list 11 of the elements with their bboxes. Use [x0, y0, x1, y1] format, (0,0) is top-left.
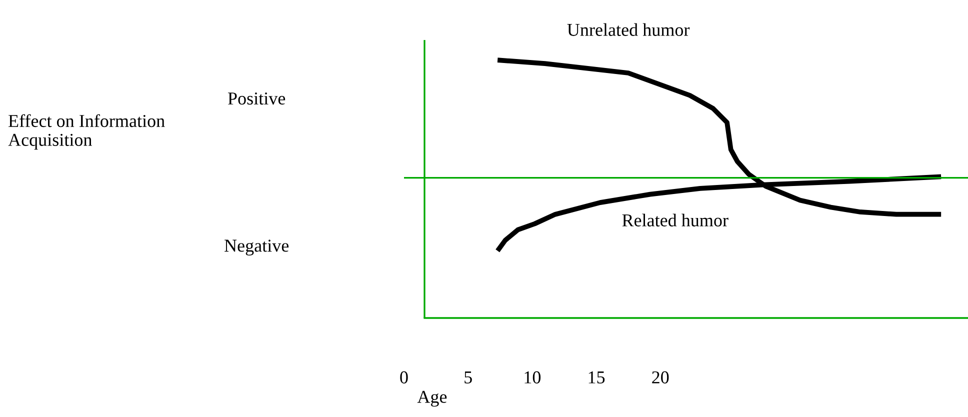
x-tick-label: 0 — [400, 371, 408, 384]
text: Positive — [228, 92, 286, 105]
x-tick-label: 20 — [652, 371, 669, 384]
x-axis-title: Age — [417, 390, 447, 407]
series-label: Related humor — [622, 214, 728, 226]
series-label: Unrelated humor — [567, 23, 690, 36]
x-tick-label: 10 — [524, 371, 541, 384]
text: Negative — [224, 240, 289, 256]
text: Effect on Information Acquisition — [8, 114, 165, 150]
x-tick-label: 5 — [464, 371, 472, 384]
x-tick-label: 15 — [588, 371, 605, 384]
